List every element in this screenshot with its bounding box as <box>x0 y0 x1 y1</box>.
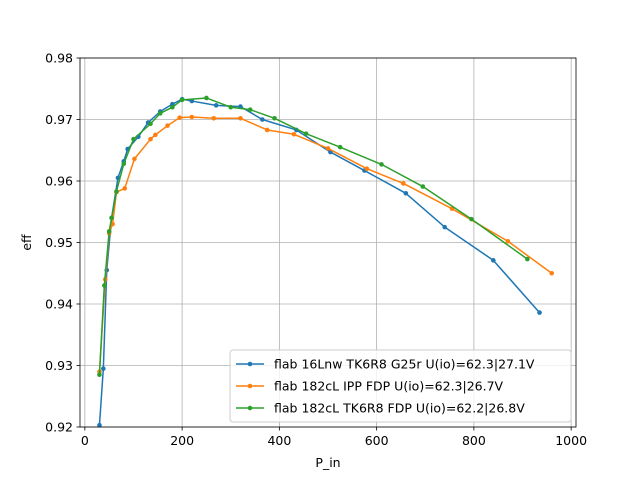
y-tick-label: 0.95 <box>45 235 73 250</box>
data-point <box>106 229 112 234</box>
data-point <box>401 181 406 186</box>
data-point <box>469 216 474 222</box>
data-point <box>238 115 243 121</box>
data-point <box>325 146 331 151</box>
y-tick-label: 0.97 <box>45 112 73 127</box>
data-point <box>157 111 163 116</box>
x-tick-label: 200 <box>170 433 194 448</box>
y-tick-label: 0.94 <box>45 297 73 312</box>
legend-entry: flab 182cL TK6R8 FDP U(io)=62.2|26.8V <box>236 401 525 416</box>
data-point <box>109 215 114 221</box>
data-point <box>189 114 195 120</box>
data-point <box>97 422 102 428</box>
data-point <box>272 115 277 121</box>
data-point <box>179 97 185 103</box>
data-point <box>228 104 234 110</box>
legend-label: flab 16Lnw TK6R8 G25r U(io)=62.3|27.1V <box>274 357 535 372</box>
x-tick-label: 1000 <box>555 433 587 448</box>
y-tick-label: 0.98 <box>45 51 73 66</box>
legend-label: flab 182cL IPP FDP U(io)=62.3|26.7V <box>274 379 504 394</box>
data-point <box>204 95 209 101</box>
data-point <box>114 189 119 194</box>
data-point <box>213 103 219 108</box>
data-point <box>337 144 343 150</box>
ticks: 0 200 400 600 800 1000 0.92 0.93 0.94 0.95 0.96 0.9… <box>45 51 587 449</box>
x-tick-label: 800 <box>462 433 486 448</box>
data-point <box>165 123 170 128</box>
data-point <box>153 132 158 138</box>
y-axis-label: eff <box>19 234 34 251</box>
legend-box <box>229 349 572 423</box>
legend-swatch-marker <box>247 361 253 367</box>
data-point <box>403 191 409 196</box>
y-tick-label: 0.96 <box>45 174 73 189</box>
data-point <box>260 117 265 122</box>
data-point <box>148 136 153 142</box>
data-point <box>121 161 127 167</box>
legend-swatch-marker <box>247 405 253 411</box>
y-tick-label: 0.93 <box>45 358 73 373</box>
data-point <box>303 131 309 136</box>
y-tick-label: 0.92 <box>45 420 73 435</box>
series-3 <box>97 95 530 378</box>
data-point <box>131 136 136 142</box>
data-point <box>420 184 426 189</box>
x-tick-label: 400 <box>267 433 291 448</box>
data-point <box>525 256 530 262</box>
data-point <box>148 121 153 127</box>
x-tick-label: 600 <box>365 433 389 448</box>
data-point <box>537 310 542 315</box>
data-point <box>442 224 448 230</box>
data-point <box>291 131 297 137</box>
legend-swatch-marker <box>247 383 253 389</box>
data-point <box>101 366 106 371</box>
series-line <box>98 116 553 372</box>
series-layer <box>97 95 554 428</box>
legend-entry: flab 182cL IPP FDP U(io)=62.3|26.7V <box>236 379 504 394</box>
data-point <box>505 238 511 244</box>
data-point <box>122 186 128 191</box>
grid <box>80 57 576 428</box>
data-point <box>549 270 554 276</box>
data-point <box>264 127 270 133</box>
legend-entry: flab 16Lnw TK6R8 G25r U(io)=62.3|27.1V <box>236 357 535 372</box>
data-point <box>364 166 370 171</box>
x-axis-label: P_in <box>315 455 340 470</box>
data-point <box>491 258 496 263</box>
data-point <box>177 115 182 120</box>
data-point <box>102 283 107 288</box>
legend-label: flab 182cL TK6R8 FDP U(io)=62.2|26.8V <box>274 401 525 416</box>
legend: flab 16Lnw TK6R8 G25r U(io)=62.3|27.1V fl… <box>229 349 572 423</box>
data-point <box>132 156 137 162</box>
data-point <box>170 104 175 110</box>
data-point <box>97 372 102 378</box>
x-tick-label: 0 <box>81 433 89 448</box>
data-point <box>379 162 384 167</box>
data-point <box>211 115 217 121</box>
data-point <box>247 107 253 112</box>
